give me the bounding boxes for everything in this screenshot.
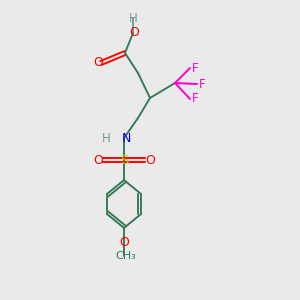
Text: O: O [129, 26, 139, 40]
Text: N: N [121, 131, 131, 145]
Text: O: O [145, 154, 155, 166]
Text: F: F [192, 61, 198, 74]
Text: S: S [120, 154, 128, 166]
Text: O: O [119, 236, 129, 248]
Text: O: O [93, 56, 103, 70]
Text: CH₃: CH₃ [116, 251, 136, 261]
Text: O: O [93, 154, 103, 166]
Text: F: F [192, 92, 198, 106]
Text: H: H [102, 131, 110, 145]
Text: F: F [199, 77, 205, 91]
Text: H: H [129, 11, 137, 25]
